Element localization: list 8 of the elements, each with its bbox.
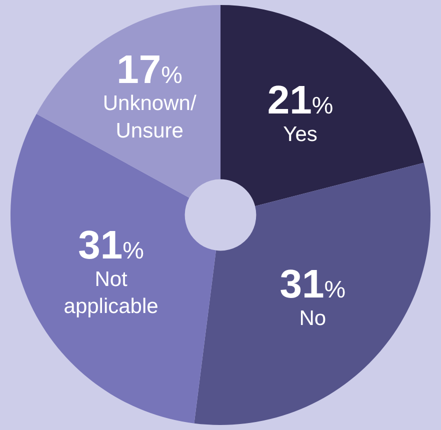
slice-label: Not applicable: [64, 268, 158, 318]
slice-label: No: [299, 306, 326, 330]
data-label: 21%: [267, 78, 334, 122]
slice-label: Yes: [283, 122, 318, 146]
slice-label: Unknown/ Unsure: [102, 92, 196, 143]
data-label: 31%: [78, 223, 144, 268]
data-label: 17%: [116, 48, 183, 92]
data-label: 31%: [280, 262, 346, 307]
